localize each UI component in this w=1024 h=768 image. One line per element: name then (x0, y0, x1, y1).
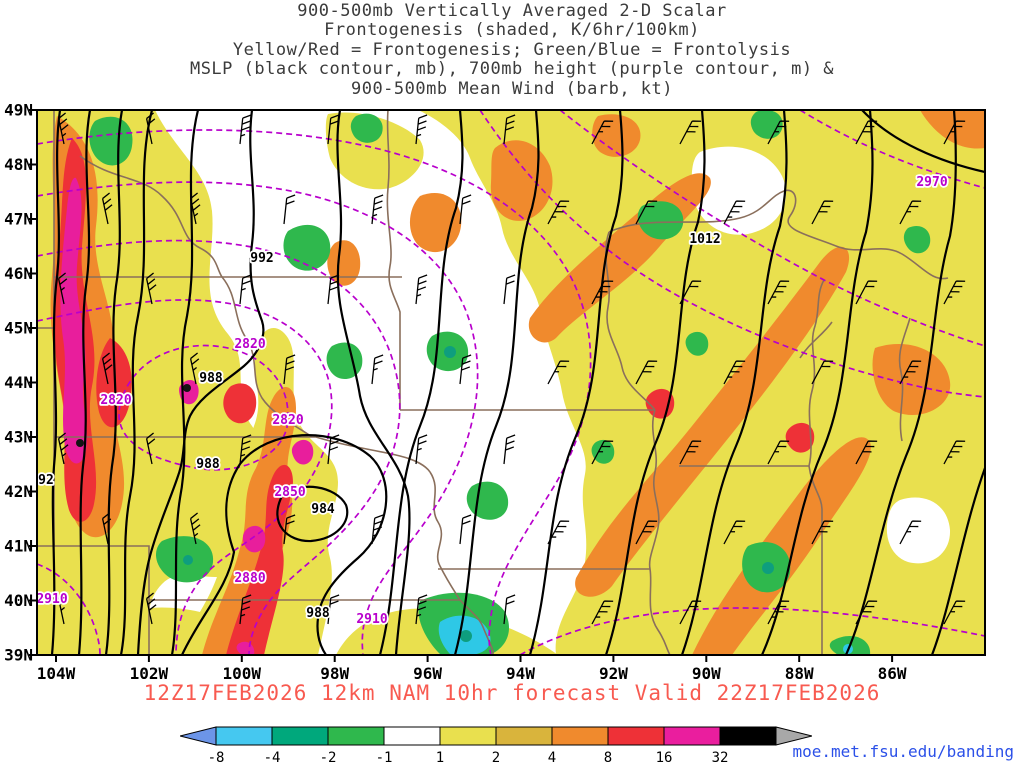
site-link[interactable]: moe.met.fsu.edu/banding (792, 742, 1014, 761)
svg-text:2880: 2880 (234, 571, 265, 586)
wind-barbs (57, 112, 966, 625)
svg-text:988: 988 (199, 371, 223, 386)
svg-text:2910: 2910 (36, 592, 67, 607)
mslp-contour-labels: 992 988 988 984 988 92 1012 (36, 230, 722, 623)
svg-text:98W: 98W (320, 664, 349, 683)
svg-text:2820: 2820 (100, 393, 131, 408)
latitude-axis: 49N 48N 47N 46N 45N 44N 43N 42N 41N 40N 39N (4, 101, 37, 665)
svg-text:984: 984 (311, 502, 335, 517)
chart-title: 900-500mb Vertically Averaged 2-D Scalar… (0, 1, 1024, 99)
svg-text:96W: 96W (413, 664, 442, 683)
svg-text:43N: 43N (4, 428, 33, 447)
svg-text:2970: 2970 (916, 175, 947, 190)
forecast-caption: 12Z17FEB2026 12km NAM 10hr forecast Vali… (143, 681, 881, 705)
svg-text:47N: 47N (4, 210, 33, 229)
svg-text:-8: -8 (208, 750, 225, 766)
svg-text:992: 992 (250, 251, 273, 266)
svg-text:-4: -4 (264, 750, 281, 766)
svg-text:2820: 2820 (272, 413, 303, 428)
svg-text:2910: 2910 (356, 612, 387, 627)
title-line-2: Frontogenesis (shaded, K/6hr/100km) (324, 20, 700, 41)
title-line-1: 900-500mb Vertically Averaged 2-D Scalar (297, 1, 727, 21)
svg-text:86W: 86W (878, 664, 907, 683)
height-contour-labels: 2820 2820 2820 2850 2880 2910 2910 2970 (35, 173, 950, 629)
frontogenesis-shading (37, 110, 985, 655)
svg-text:2820: 2820 (234, 337, 265, 352)
svg-text:8: 8 (604, 750, 612, 766)
svg-text:90W: 90W (692, 664, 721, 683)
title-line-3: Yellow/Red = Frontogenesis; Green/Blue =… (232, 39, 792, 60)
longitude-axis: 104W 102W 100W 98W 96W 94W 92W 90W 88W 86W (37, 655, 907, 683)
colorbar: -8 -4 -2 -1 1 2 4 8 16 32 (179, 726, 813, 768)
svg-text:44N: 44N (4, 373, 33, 392)
svg-text:32: 32 (712, 750, 729, 766)
svg-text:16: 16 (656, 750, 673, 766)
svg-text:42N: 42N (4, 482, 33, 501)
svg-text:100W: 100W (223, 664, 262, 683)
svg-text:-2: -2 (320, 750, 337, 766)
svg-text:2: 2 (492, 750, 500, 766)
svg-text:4: 4 (548, 750, 556, 766)
height-contours (37, 110, 985, 655)
svg-text:39N: 39N (4, 646, 33, 665)
svg-text:48N: 48N (4, 155, 33, 174)
svg-text:104W: 104W (37, 664, 76, 683)
svg-text:94W: 94W (506, 664, 535, 683)
svg-text:92: 92 (38, 473, 54, 488)
svg-text:2850: 2850 (274, 485, 305, 500)
svg-text:102W: 102W (130, 664, 169, 683)
svg-text:1: 1 (436, 750, 444, 766)
svg-text:88W: 88W (785, 664, 814, 683)
title-line-4: MSLP (black contour, mb), 700mb height (… (189, 59, 835, 80)
svg-text:45N: 45N (4, 319, 33, 338)
svg-text:988: 988 (196, 457, 220, 472)
svg-text:41N: 41N (4, 537, 33, 556)
svg-text:-1: -1 (376, 750, 393, 766)
svg-text:46N: 46N (4, 264, 33, 283)
svg-text:1012: 1012 (689, 232, 720, 247)
title-line-5: 900-500mb Mean Wind (barb, kt) (350, 78, 674, 99)
svg-text:988: 988 (306, 606, 330, 621)
svg-text:40N: 40N (4, 591, 33, 610)
svg-text:92W: 92W (599, 664, 628, 683)
mslp-contours (50, 110, 985, 655)
svg-text:49N: 49N (4, 101, 33, 120)
